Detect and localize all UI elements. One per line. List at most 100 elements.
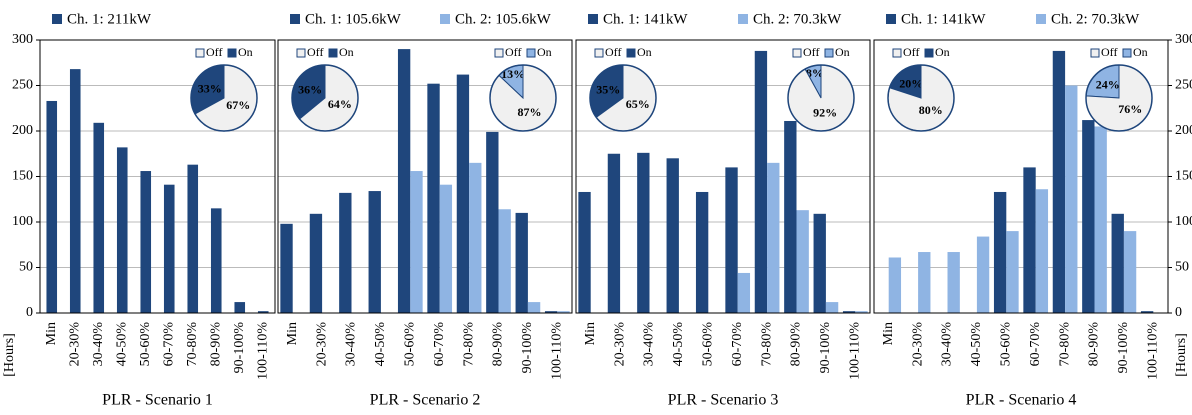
- y-tick-label: 0: [1175, 305, 1182, 320]
- pie-legend-label: Off: [505, 45, 521, 59]
- bar: [1023, 167, 1036, 313]
- x-tick-label: 40-50%: [969, 322, 984, 367]
- pie-outline: [589, 64, 657, 132]
- x-tick-label: 60-70%: [1028, 322, 1043, 367]
- y-tick-label: 300: [12, 32, 33, 47]
- legend-label: Ch. 2: 105.6kW: [455, 11, 552, 27]
- y-tick-label: 250: [12, 78, 33, 93]
- x-tick-label: 70-80%: [759, 322, 774, 367]
- bar: [557, 311, 570, 313]
- bar: [1140, 311, 1154, 313]
- pie-outline: [489, 64, 557, 132]
- pie-legend-label: Off: [206, 45, 222, 59]
- bar: [1111, 213, 1124, 313]
- x-tick-label: 20-30%: [67, 322, 82, 367]
- pie-legend-swatch: [892, 48, 902, 58]
- x-tick-label: Min: [285, 322, 300, 345]
- pie-label: 67%: [226, 98, 250, 112]
- legend-swatch: [440, 14, 450, 24]
- bar: [754, 50, 768, 314]
- bar: [1006, 231, 1019, 313]
- x-tick-label: 30-40%: [91, 322, 106, 367]
- pie-label: 24%: [1096, 78, 1120, 92]
- legend-label: Ch. 1: 105.6kW: [305, 11, 402, 27]
- pie-legend-swatch: [494, 48, 504, 58]
- pie-label: 92%: [813, 106, 837, 120]
- pie-label: 8%: [806, 66, 824, 80]
- legend-swatch: [52, 14, 62, 24]
- legend-label: Ch. 1: 211kW: [67, 11, 152, 27]
- bar: [234, 302, 246, 313]
- bar: [410, 171, 423, 313]
- x-tick-label: 70-80%: [185, 322, 200, 367]
- bar: [163, 184, 175, 313]
- bar: [527, 302, 541, 313]
- pie-label: 76%: [1118, 102, 1142, 116]
- bar: [918, 252, 931, 313]
- pie-outline: [291, 64, 359, 132]
- y-tick-label: 50: [19, 260, 33, 275]
- pie-legend-swatch: [526, 48, 536, 58]
- pie-label: 87%: [518, 105, 542, 119]
- x-axis-label: PLR - Scenario 1: [102, 392, 213, 409]
- bar: [456, 74, 470, 313]
- pie-legend-label: On: [1133, 45, 1148, 59]
- legend-swatch: [588, 14, 598, 24]
- bar: [1035, 189, 1049, 313]
- pie-legend-swatch: [227, 48, 237, 58]
- bar: [578, 191, 591, 313]
- plot-frame: [873, 39, 1169, 314]
- x-tick-label: 90-100%: [520, 322, 535, 374]
- bar: [976, 236, 990, 313]
- pie-label: 35%: [596, 82, 620, 96]
- bar: [339, 192, 352, 313]
- x-axis-label: PLR - Scenario 3: [668, 392, 779, 409]
- bar: [469, 162, 482, 313]
- pie-legend-swatch: [296, 48, 306, 58]
- legend-swatch: [886, 14, 896, 24]
- x-tick-label: 40-50%: [114, 322, 129, 367]
- x-tick-label: 80-90%: [1087, 322, 1102, 367]
- y-axis-label: [Hours]: [1174, 333, 1189, 377]
- x-tick-label: 70-80%: [1057, 322, 1072, 367]
- x-tick-label: 60-70%: [161, 322, 176, 367]
- legend-swatch: [1036, 14, 1046, 24]
- bar: [309, 213, 323, 313]
- pie-outline: [190, 64, 258, 132]
- bar: [796, 210, 809, 313]
- pie-label: 20%: [899, 76, 923, 90]
- pie-label: 64%: [328, 97, 352, 111]
- bar: [737, 272, 751, 313]
- bar: [825, 302, 839, 313]
- x-tick-label: Min: [44, 322, 59, 345]
- legend-label: Ch. 2: 70.3kW: [753, 11, 842, 27]
- x-tick-label: 100-110%: [848, 322, 863, 380]
- y-tick-label: 200: [12, 123, 33, 138]
- plot-frame: [277, 39, 573, 314]
- bar: [1123, 231, 1137, 313]
- x-tick-label: 80-90%: [491, 322, 506, 367]
- bar: [187, 164, 199, 313]
- y-tick-label: 50: [1175, 260, 1189, 275]
- bar: [767, 162, 780, 313]
- bar: [855, 311, 868, 313]
- pie-legend-label: On: [238, 45, 253, 59]
- pie-legend-swatch: [328, 48, 338, 58]
- x-tick-label: 60-70%: [432, 322, 447, 367]
- bar: [210, 208, 222, 313]
- pie-legend-label: Off: [605, 45, 621, 59]
- pie-legend-label: Off: [803, 45, 819, 59]
- pie-label: 13%: [501, 67, 525, 81]
- pie-outline: [1085, 64, 1153, 132]
- pie-outline: [787, 64, 855, 132]
- pie-label: 33%: [198, 81, 222, 95]
- bar: [397, 49, 411, 313]
- y-tick-label: 150: [1175, 169, 1192, 184]
- x-tick-label: 90-100%: [232, 322, 247, 374]
- x-tick-label: 90-100%: [1116, 322, 1131, 374]
- pie-legend-label: On: [537, 45, 552, 59]
- x-tick-label: 30-40%: [940, 322, 955, 367]
- pie-label: 65%: [626, 97, 650, 111]
- x-tick-label: 50-60%: [403, 322, 418, 367]
- pie-legend-swatch: [594, 48, 604, 58]
